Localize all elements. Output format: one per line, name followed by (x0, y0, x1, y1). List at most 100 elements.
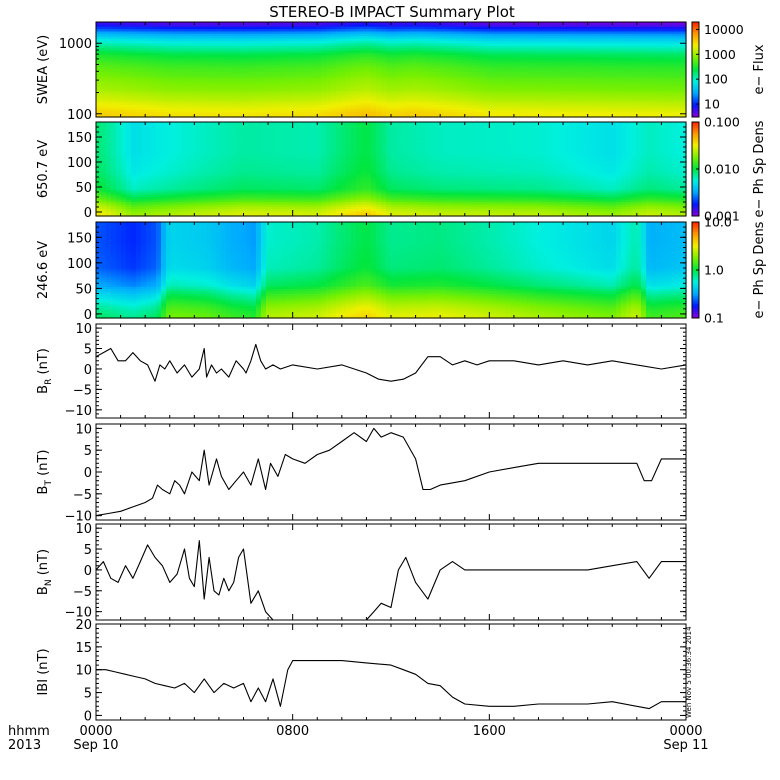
heatmap-cells (96, 22, 687, 118)
heatmap-cell (126, 93, 132, 97)
heatmap-cell (131, 98, 137, 101)
heatmap-cell (111, 69, 117, 73)
heatmap-cell (201, 67, 207, 71)
heatmap-cell (101, 22, 107, 25)
heatmap-cell (131, 83, 137, 87)
heatmap-cell (176, 86, 182, 90)
heatmap-cell (131, 29, 137, 33)
heatmap-cell (106, 109, 112, 113)
heatmap-cell (166, 102, 172, 106)
heatmap-cell (106, 45, 112, 49)
heatmap-cell (211, 52, 217, 56)
heatmap-cell (116, 109, 122, 113)
heatmap-cell (121, 74, 127, 78)
heatmap-cell (161, 93, 167, 97)
heatmap-cell (96, 33, 102, 37)
heatmap-cell (171, 90, 177, 94)
heatmap-cell (176, 88, 182, 92)
heatmap-cell (151, 38, 157, 42)
heatmap-cell (191, 29, 197, 33)
heatmap-cell (141, 112, 147, 116)
heatmap-cell (211, 55, 217, 59)
heatmap-cell (126, 71, 132, 75)
heatmap-cell (216, 90, 222, 94)
heatmap-cell (131, 69, 137, 73)
heatmap-cell (111, 88, 117, 92)
heatmap-cell (161, 100, 167, 104)
heatmap-cell (106, 105, 112, 109)
heatmap-cell (176, 43, 182, 47)
heatmap-cell (176, 93, 182, 97)
heatmap-cell (206, 102, 212, 106)
heatmap-cell (211, 31, 217, 35)
heatmap-cell (161, 38, 167, 42)
heatmap-cell (216, 52, 222, 56)
heatmap-cell (221, 29, 227, 33)
heatmap-cell (116, 98, 122, 101)
heatmap-cell (141, 31, 147, 35)
heatmap-cell (181, 52, 187, 56)
heatmap-cell (101, 88, 107, 92)
heatmap-cell (136, 90, 142, 94)
heatmap-cell (171, 86, 177, 90)
heatmap-cell (216, 86, 222, 90)
heatmap-cell (171, 24, 177, 28)
heatmap-cell (161, 79, 167, 82)
heatmap-cell (221, 98, 227, 101)
heatmap-cell (166, 55, 172, 59)
heatmap-cell (116, 107, 122, 111)
heatmap-cell (106, 38, 112, 42)
heatmap-cell (221, 50, 227, 54)
heatmap-cell (231, 76, 237, 80)
heatmap-cell (131, 90, 137, 94)
heatmap-cell (171, 43, 177, 47)
heatmap-cell (196, 88, 202, 92)
heatmap-cell (176, 67, 182, 71)
heatmap-cell (166, 64, 172, 68)
heatmap-cell (151, 105, 157, 109)
heatmap-cell (166, 41, 172, 44)
heatmap-cell (216, 62, 222, 66)
heatmap-cell (156, 109, 162, 113)
heatmap-cell (211, 22, 217, 25)
heatmap-cell (226, 112, 232, 116)
heatmap-cell (156, 90, 162, 94)
heatmap-cell (146, 76, 152, 80)
heatmap-cell (96, 55, 102, 59)
heatmap-cell (161, 81, 167, 85)
heatmap-cell (136, 22, 142, 25)
heatmap-cell (121, 95, 127, 99)
heatmap-cell (176, 74, 182, 78)
heatmap-cell (206, 22, 212, 25)
heatmap-cell (221, 114, 227, 118)
heatmap-cell (111, 55, 117, 59)
heatmap-cell (116, 67, 122, 71)
heatmap-cell (96, 29, 102, 33)
heatmap-cell (106, 95, 112, 99)
heatmap-cell (141, 24, 147, 28)
heatmap-cell (181, 26, 187, 30)
heatmap-cell (141, 86, 147, 90)
heatmap-cell (171, 55, 177, 59)
heatmap-cell (231, 83, 237, 87)
heatmap-cell (196, 62, 202, 66)
heatmap-cell (156, 48, 162, 52)
heatmap-cell (231, 100, 237, 104)
heatmap-cell (106, 88, 112, 92)
heatmap-cell (106, 102, 112, 106)
heatmap-cell (121, 60, 127, 63)
heatmap-cell (226, 107, 232, 111)
heatmap-cell (201, 50, 207, 54)
heatmap-cell (121, 112, 127, 116)
heatmap-cell (151, 95, 157, 99)
heatmap-cell (116, 26, 122, 30)
heatmap-cell (221, 102, 227, 106)
heatmap-cell (156, 57, 162, 61)
heatmap-cell (206, 98, 212, 101)
heatmap-cell (126, 88, 132, 92)
heatmap-cell (96, 60, 102, 63)
heatmap-cell (126, 43, 132, 47)
heatmap-cell (191, 81, 197, 85)
heatmap-cell (101, 107, 107, 111)
heatmap-cell (196, 90, 202, 94)
